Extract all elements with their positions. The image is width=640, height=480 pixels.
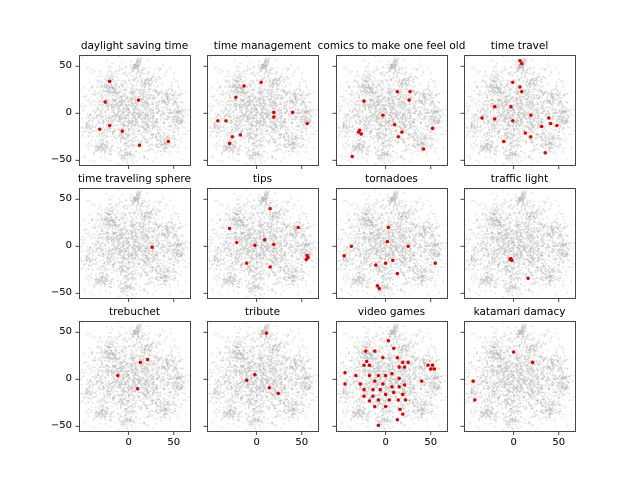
x-tick-label: 50 — [552, 437, 566, 448]
y-tick-label: 50 — [59, 326, 72, 338]
x-tick-label: 0 — [382, 437, 389, 448]
subplot-title: time travel — [490, 40, 549, 52]
x-tick-label: 50 — [295, 437, 309, 448]
subplot-title: traffic light — [490, 173, 549, 185]
subplot-title: time management — [213, 40, 312, 52]
subplot-title: tips — [252, 173, 273, 185]
y-tick-label: −50 — [50, 287, 72, 299]
x-tick-label: 0 — [510, 437, 517, 448]
y-tick-label: 0 — [65, 107, 72, 119]
subplot-title: tribute — [244, 306, 281, 318]
x-tick-label: 50 — [424, 437, 438, 448]
x-tick-label: 50 — [167, 437, 181, 448]
subplot-title: katamari damacy — [473, 306, 566, 318]
subplot-title: trebuchet — [109, 306, 160, 318]
subplot-title: comics to make one feel old — [317, 40, 466, 52]
subplot-title: tornadoes — [365, 173, 418, 185]
y-tick-label: 0 — [65, 240, 72, 252]
y-tick-label: 50 — [59, 60, 72, 72]
subplot-title: time traveling sphere — [78, 173, 191, 185]
x-tick-label: 0 — [253, 437, 260, 448]
y-tick-label: 0 — [65, 373, 72, 385]
y-tick-label: −50 — [50, 420, 72, 432]
x-tick-label: 0 — [125, 437, 132, 448]
y-tick-label: −50 — [50, 154, 72, 166]
subplot-title: daylight saving time — [80, 40, 189, 52]
subplot-title: video games — [357, 306, 426, 318]
y-tick-label: 50 — [59, 193, 72, 205]
